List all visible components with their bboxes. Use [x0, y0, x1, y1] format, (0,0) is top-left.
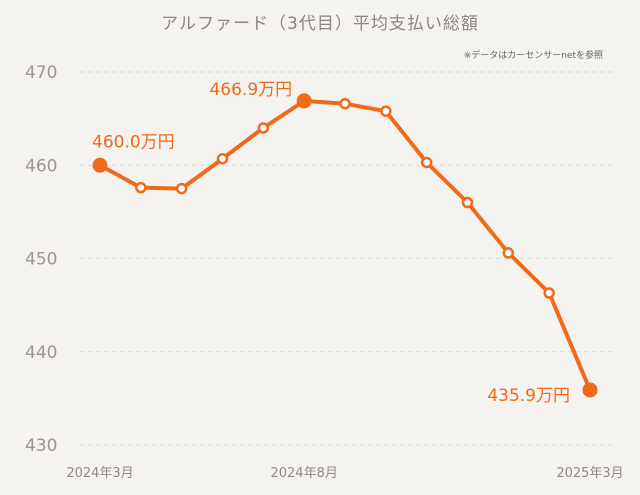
- data-source-note: ※データはカーセンサーnetを参照: [464, 49, 603, 61]
- y-tick-label: 460: [25, 156, 57, 176]
- data-label: 460.0万円: [92, 132, 175, 152]
- highlight-point: [296, 93, 312, 109]
- data-point: [135, 181, 147, 194]
- data-label: 435.9万円: [487, 386, 570, 406]
- data-point: [257, 122, 270, 134]
- y-tick-label: 470: [25, 63, 57, 83]
- data-point: [380, 105, 392, 117]
- data-label: 466.9万円: [209, 80, 292, 100]
- x-tick-label: 2024年3月: [66, 466, 133, 481]
- y-axis: 430 440 450 460 470: [25, 63, 57, 456]
- grid-layer: [80, 71, 612, 446]
- y-tick-label: 430: [25, 436, 57, 456]
- y-tick-label: 440: [25, 343, 57, 363]
- data-point: [216, 152, 229, 165]
- points-layer: [92, 93, 598, 398]
- data-point: [502, 247, 515, 259]
- chart-title: アルファード（3代目）平均支払い総額: [161, 14, 479, 34]
- x-axis: 2024年3月 2024年8月 2025年3月: [66, 466, 623, 481]
- data-point: [543, 287, 555, 299]
- highlight-point: [92, 157, 108, 173]
- highlight-point: [582, 382, 598, 398]
- data-point: [461, 196, 474, 209]
- y-tick-label: 450: [25, 250, 57, 270]
- data-point: [339, 97, 351, 110]
- data-point: [175, 182, 188, 195]
- x-tick-label: 2025年3月: [556, 466, 623, 481]
- data-point: [420, 156, 433, 169]
- x-tick-label: 2024年8月: [270, 466, 337, 481]
- data-labels-layer: 460.0万円 466.9万円 435.9万円: [92, 80, 570, 406]
